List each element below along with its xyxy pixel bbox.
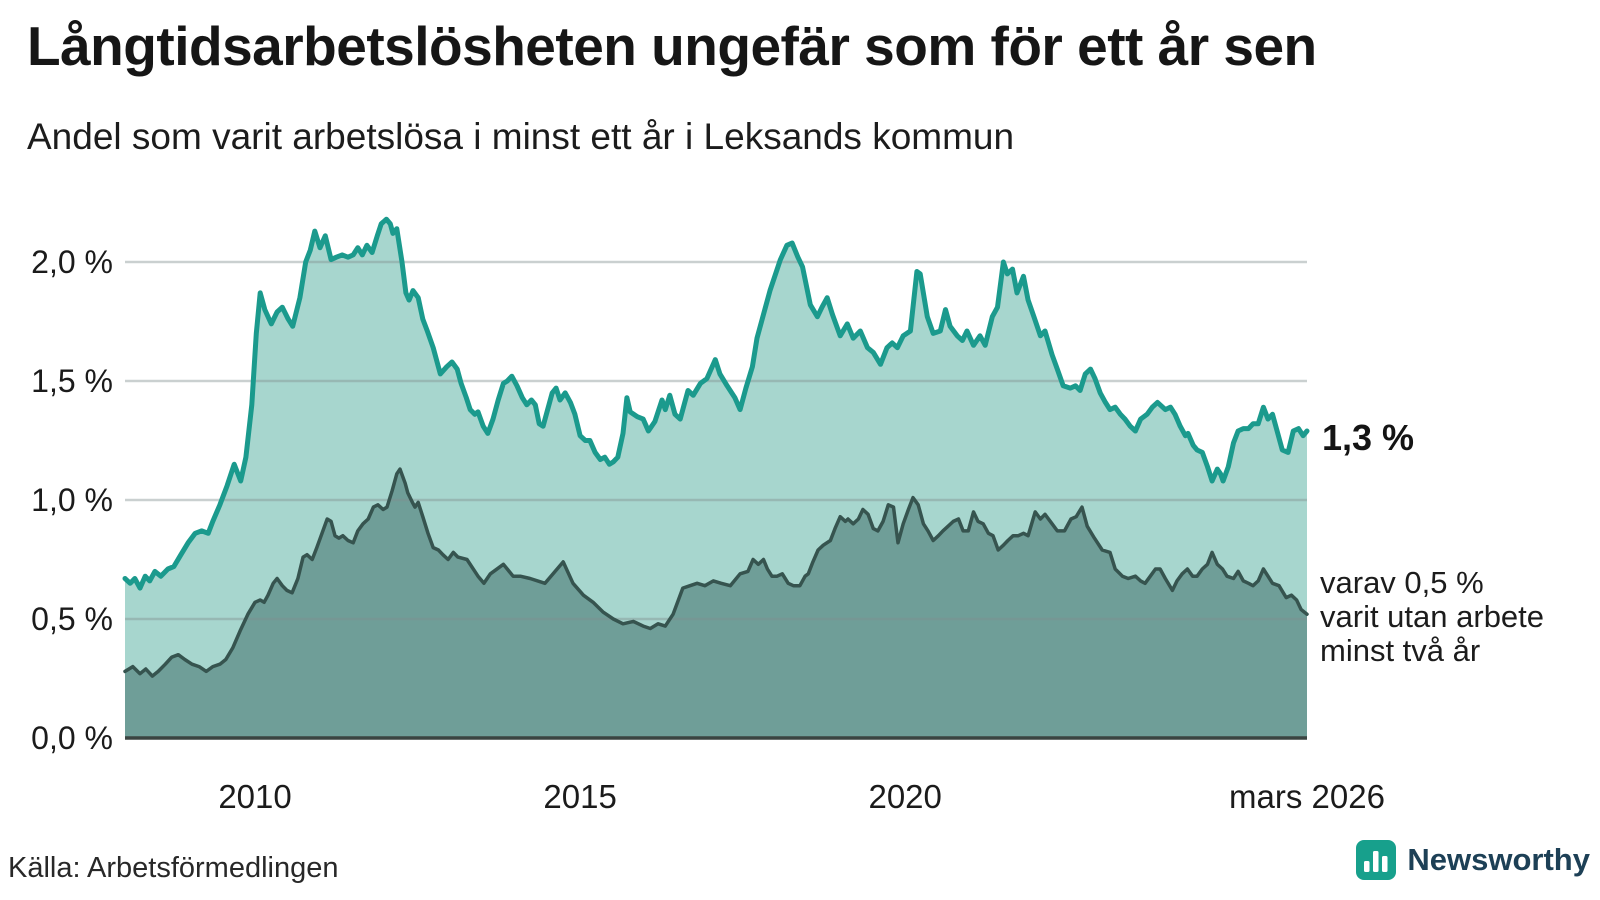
secondary-annotation-line: minst två år [1320, 633, 1481, 668]
source-credit: Källa: Arbetsförmedlingen [8, 852, 339, 884]
area-fill-min-two-years [125, 469, 1307, 738]
newsworthy-brand-text: Newsworthy [1407, 842, 1590, 877]
y-tick-label: 1,5 % [31, 363, 113, 399]
line-min-one-year [122, 216, 1310, 591]
newsworthy-brand: Newsworthy [1356, 840, 1590, 880]
y-tick-label: 0,5 % [31, 601, 113, 637]
series-end-value-label: 1,3 % [1322, 417, 1415, 458]
chart-subtitle: Andel som varit arbetslösa i minst ett å… [27, 116, 1015, 157]
x-tick-label: 2015 [543, 778, 617, 815]
page-title: Långtidsarbetslösheten ungefär som för e… [27, 15, 1317, 77]
y-tick-label: 0,0 % [31, 720, 113, 756]
x-tick-label: mars 2026 [1229, 778, 1385, 815]
y-tick-label: 2,0 % [31, 244, 113, 280]
y-tick-label: 1,0 % [31, 482, 113, 518]
secondary-series-annotation: varav 0,5 % varit utan arbete minst två år [1320, 566, 1544, 668]
newsworthy-logo-icon [1356, 840, 1397, 880]
line-min-two-years [123, 467, 1309, 678]
secondary-annotation-line: varit utan arbete [1320, 599, 1545, 634]
x-tick-label: 2010 [218, 778, 292, 815]
secondary-annotation-line: varav 0,5 % [1320, 565, 1484, 600]
x-tick-label: 2020 [868, 778, 942, 815]
